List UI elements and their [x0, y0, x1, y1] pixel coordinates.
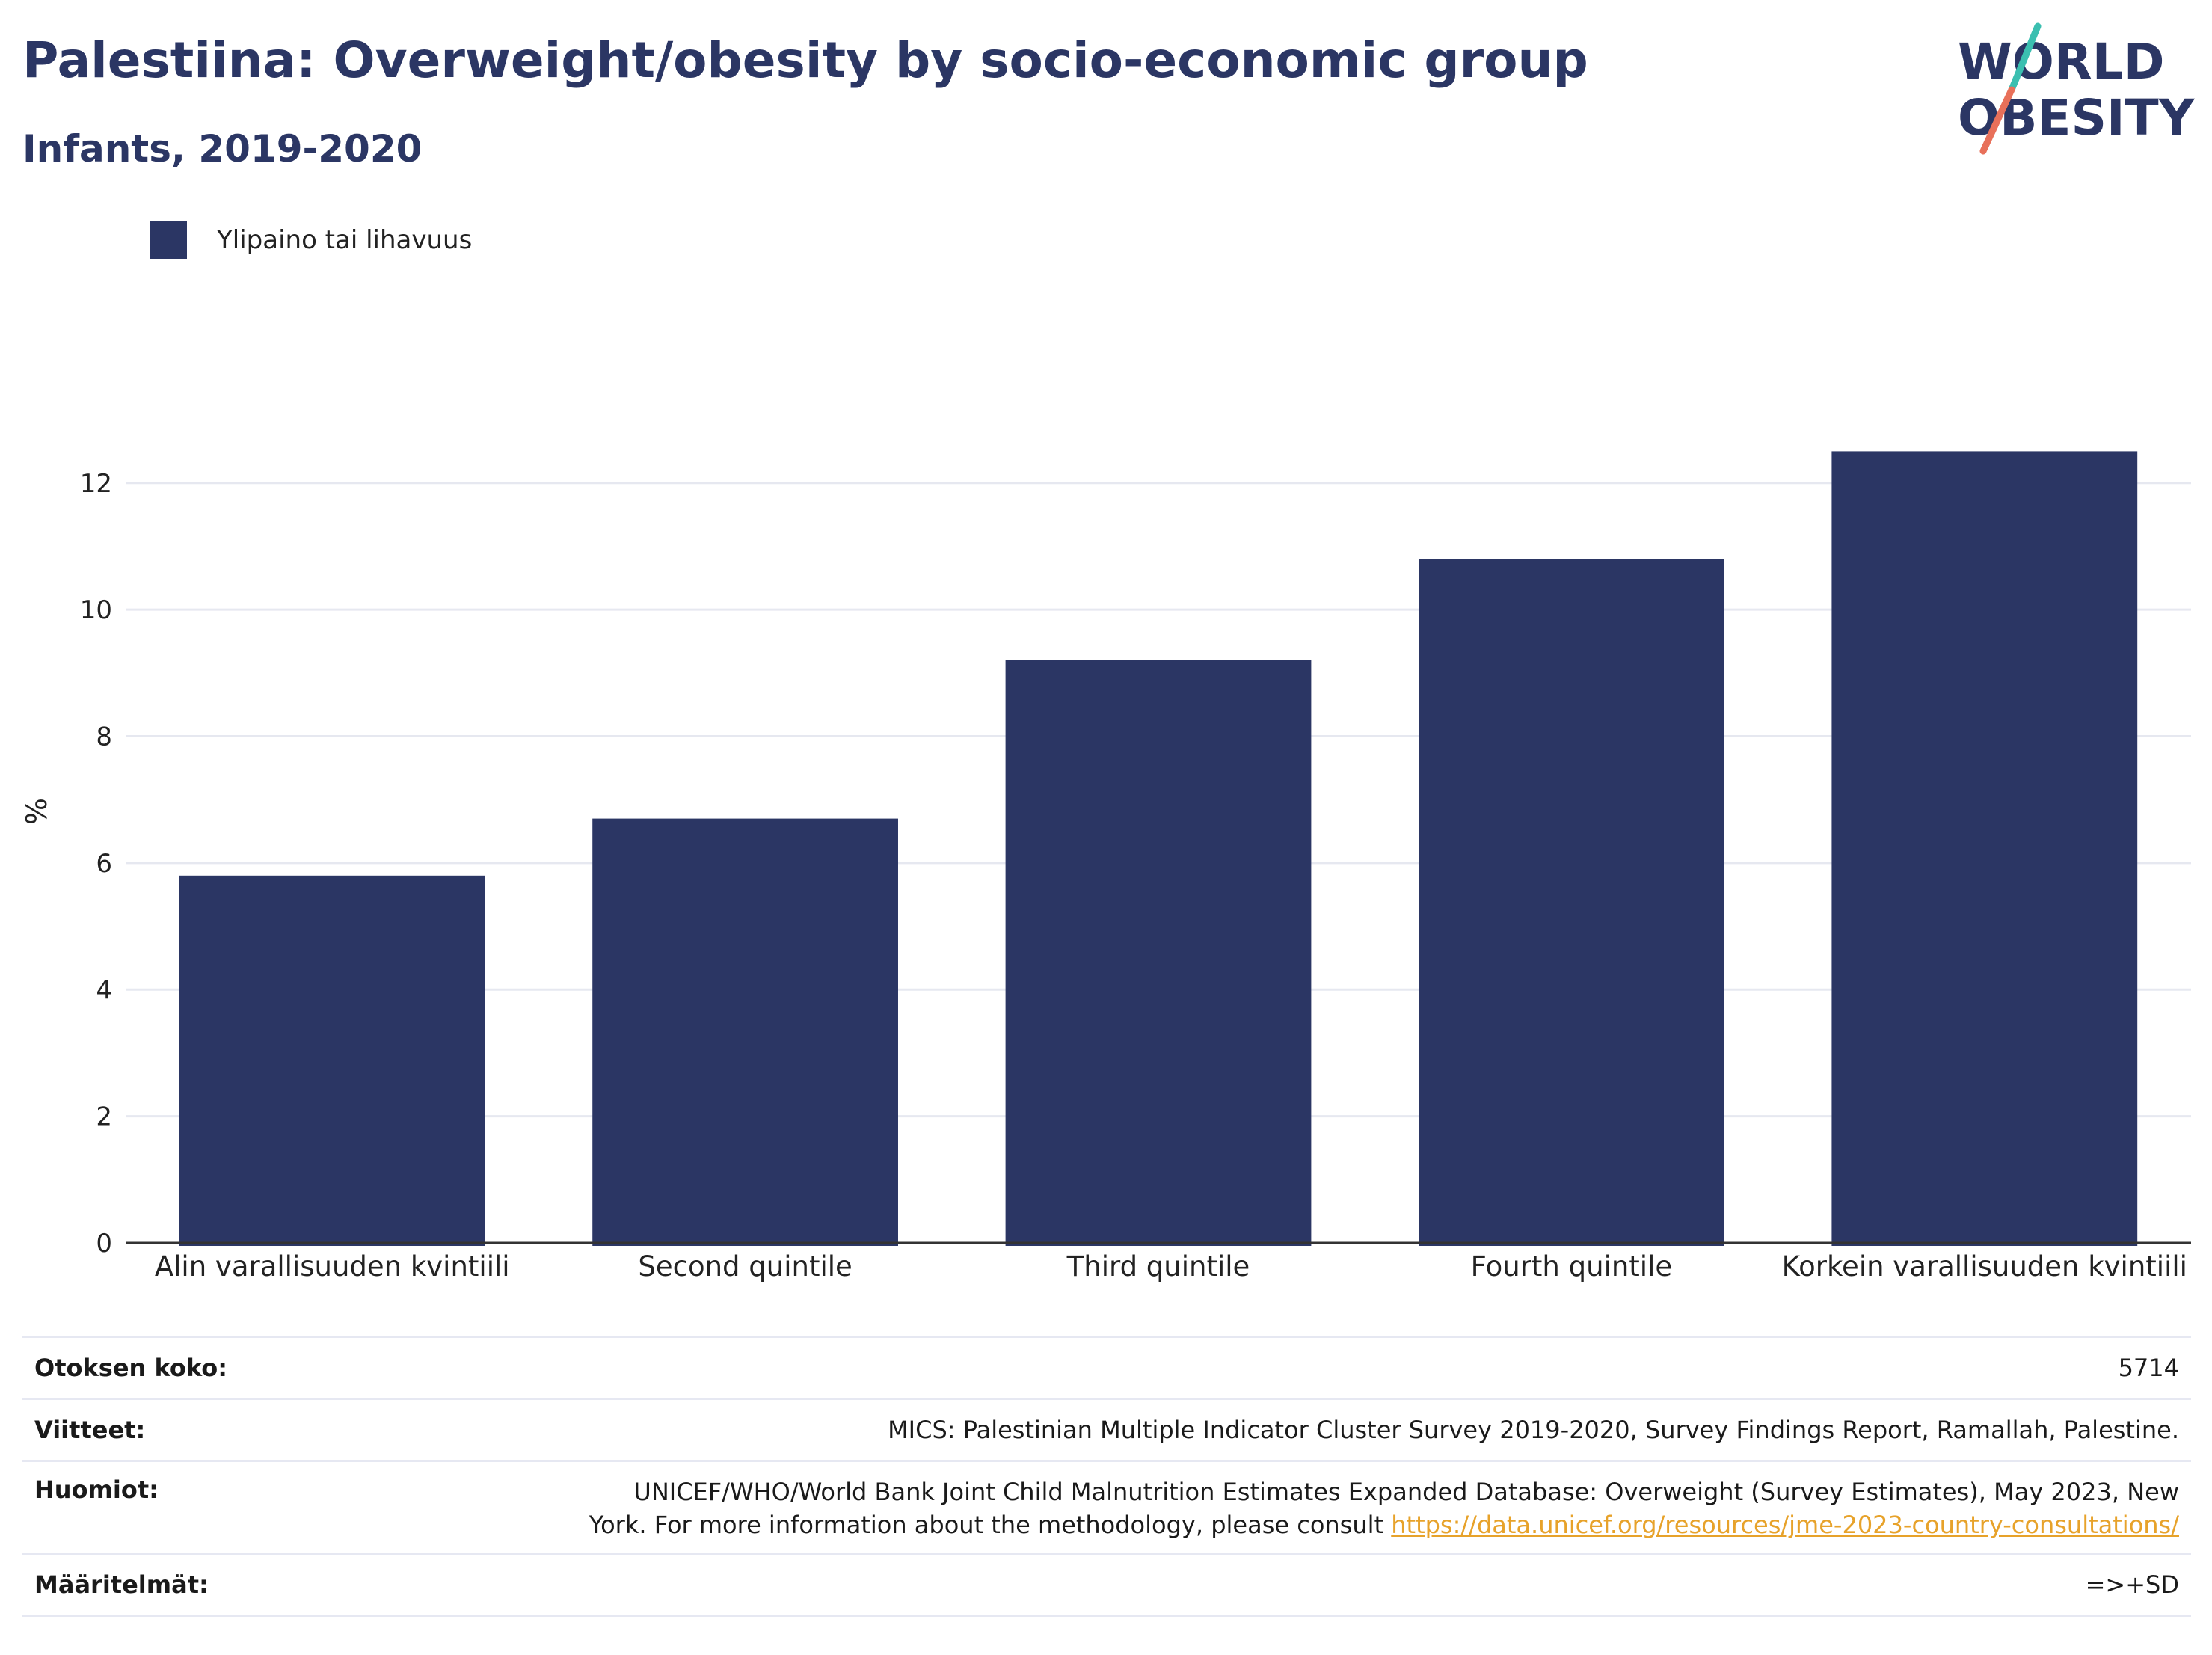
x-tick-label-5: Korkein varallisuuden kvintiili: [1782, 1250, 2187, 1283]
sample-size-row: Otoksen koko: 5714: [22, 1336, 2191, 1400]
y-tick-label-2: 2: [96, 1102, 112, 1132]
notes-key: Huomiot:: [34, 1476, 159, 1504]
definitions-value: =>+SD: [2085, 1570, 2179, 1599]
methodology-link[interactable]: https://data.unicef.org/resources/jme-20…: [1391, 1511, 2179, 1539]
logo-slash-top: [2008, 22, 2042, 93]
x-tick-label-2: Second quintile: [638, 1250, 852, 1283]
bar-5: [1831, 451, 2138, 1246]
world-obesity-logo: WORLD OBESITY: [1958, 22, 2196, 155]
bar-2: [592, 818, 898, 1246]
definitions-row: Määritelmät: =>+SD: [22, 1555, 2191, 1617]
x-tick-label-4: Fourth quintile: [1471, 1250, 1672, 1283]
notes-line2: York. For more information about the met…: [589, 1511, 1384, 1539]
bar-3: [1005, 660, 1312, 1246]
definitions-key: Määritelmät:: [34, 1570, 209, 1599]
bar-chart: 0 2 4 6 8 10 12 Alin varallisuuden kvintiili Sec…: [20, 451, 2191, 1283]
legend: Ylipaino tai lihavuus: [150, 221, 472, 259]
labels-layer: 0 2 4 6 8 10 12 Alin varallisuuden kvintiili Sec…: [20, 469, 2187, 1283]
y-axis-label: %: [20, 798, 53, 825]
logo-line1: WORLD: [1958, 33, 2165, 90]
notes-row: Huomiot: UNICEF/WHO/World Bank Joint Chi…: [22, 1462, 2191, 1555]
legend-label: Ylipaino tai lihavuus: [217, 225, 473, 255]
y-tick-label-12: 12: [80, 469, 112, 499]
y-tick-label-6: 6: [96, 849, 112, 879]
notes-line1: UNICEF/WHO/World Bank Joint Child Malnut…: [633, 1478, 2179, 1506]
chart-subtitle: Infants, 2019-2020: [22, 127, 423, 171]
references-value: MICS: Palestinian Multiple Indicator Clu…: [888, 1416, 2179, 1444]
sample-size-value: 5714: [2118, 1354, 2179, 1382]
bar-1: [179, 875, 485, 1246]
bar-4: [1419, 559, 1724, 1246]
chart-title: Palestiina: Overweight/obesity by socio-…: [22, 31, 1588, 89]
x-tick-label-3: Third quintile: [1066, 1250, 1250, 1283]
legend-swatch: [150, 221, 187, 259]
x-tick-label-1: Alin varallisuuden kvintiili: [155, 1250, 510, 1283]
logo-slash-bottom: [1979, 86, 2015, 155]
y-tick-label-4: 4: [96, 975, 112, 1005]
references-row: Viitteet: MICS: Palestinian Multiple Ind…: [22, 1400, 2191, 1462]
info-table: Otoksen koko: 5714 Viitteet: MICS: Pales…: [22, 1336, 2191, 1617]
bars-layer: [179, 451, 2138, 1246]
references-key: Viitteet:: [34, 1416, 146, 1444]
sample-size-key: Otoksen koko:: [34, 1354, 228, 1382]
y-tick-label-0: 0: [96, 1229, 112, 1259]
y-tick-label-10: 10: [80, 595, 112, 625]
y-tick-label-8: 8: [96, 722, 112, 752]
notes-value: UNICEF/WHO/World Bank Joint Child Malnut…: [589, 1476, 2179, 1541]
